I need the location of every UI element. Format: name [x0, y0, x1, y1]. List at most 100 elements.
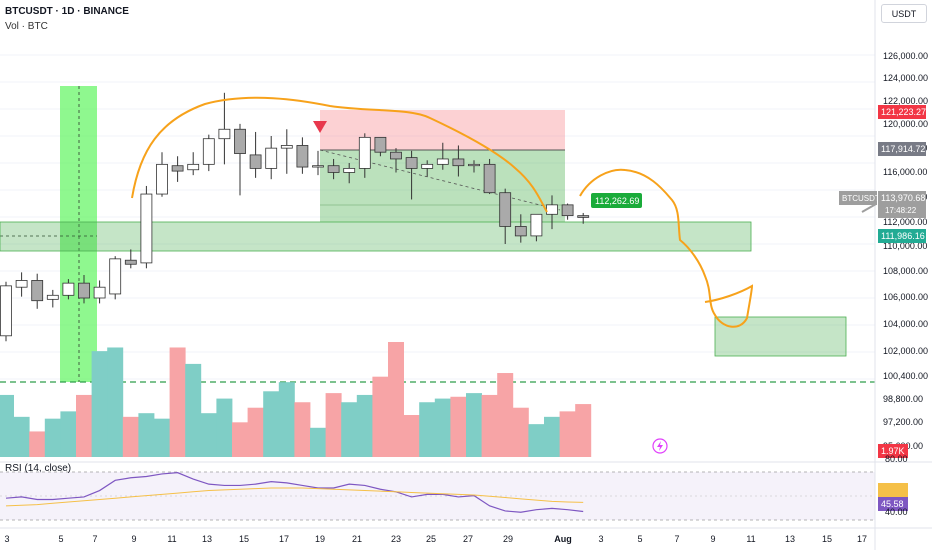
volume-bar — [450, 396, 467, 457]
time-tick: 13 — [785, 534, 795, 544]
candle[interactable] — [218, 128, 231, 140]
volume-bar — [169, 347, 186, 457]
volume-bar — [325, 393, 342, 457]
rsi-value-badge-bg — [878, 483, 908, 497]
currency-button[interactable]: USDT — [881, 4, 927, 23]
candle[interactable] — [249, 154, 262, 169]
volume-bar — [466, 393, 482, 457]
volume-bar — [512, 407, 529, 457]
candle[interactable] — [514, 226, 527, 237]
volume-bar — [356, 394, 373, 457]
volume-bar — [388, 342, 404, 457]
candle[interactable] — [31, 280, 44, 302]
lightning-bolt — [657, 441, 663, 451]
time-tick: 9 — [131, 534, 136, 544]
support-zone[interactable] — [0, 221, 752, 252]
candle[interactable] — [561, 204, 574, 217]
symbol-title[interactable]: BTCUSDT · 1D · BINANCE — [5, 6, 129, 17]
candle[interactable] — [15, 280, 28, 288]
symbol-badge-bg — [839, 191, 877, 205]
time-tick: 23 — [391, 534, 401, 544]
candle[interactable] — [46, 294, 59, 300]
time-tick: 27 — [463, 534, 473, 544]
candle[interactable] — [546, 204, 558, 215]
entry-price-badge: 117,914.72 — [881, 144, 925, 154]
arc-drawing — [131, 96, 548, 213]
candle[interactable] — [296, 145, 309, 168]
sell-arrow-icon — [313, 121, 327, 133]
price-tick: 126,000.00 — [883, 51, 928, 61]
highlight-column — [60, 86, 97, 382]
volume-bar — [154, 418, 170, 457]
time-tick: 17 — [857, 534, 867, 544]
target-zone[interactable] — [714, 316, 847, 357]
candle[interactable] — [202, 138, 215, 165]
candle[interactable] — [499, 192, 512, 227]
rsi-ma-badge: 45.58 — [881, 499, 904, 509]
candle[interactable] — [436, 158, 449, 165]
candle[interactable] — [577, 215, 590, 218]
time-tick: 3 — [4, 534, 9, 544]
time-tick: 5 — [58, 534, 63, 544]
candle-price-label-bg — [591, 193, 642, 208]
candle[interactable] — [358, 136, 371, 169]
price-tick: 97,200.00 — [883, 417, 923, 427]
candle[interactable] — [234, 128, 246, 154]
candle[interactable] — [530, 213, 543, 237]
candle[interactable] — [156, 163, 168, 195]
candle-price-label: 112,262.69 — [595, 196, 639, 206]
time-tick: 9 — [710, 534, 715, 544]
time-tick: 3 — [598, 534, 603, 544]
volume-bar — [44, 418, 61, 457]
candle[interactable] — [171, 165, 184, 172]
stop-price-badge: 111,986.16 — [881, 231, 925, 241]
candle[interactable] — [421, 163, 434, 169]
candle[interactable] — [374, 136, 387, 153]
candle[interactable] — [93, 286, 106, 299]
volume-bar — [232, 422, 248, 457]
price-tick: 98,800.00 — [883, 394, 923, 404]
candle[interactable] — [312, 165, 324, 168]
candle[interactable] — [78, 282, 90, 299]
volume-badge: 1.97K — [881, 446, 905, 456]
candle[interactable] — [327, 165, 340, 173]
candle[interactable] — [390, 151, 402, 160]
price-tick: 108,000.00 — [883, 266, 928, 276]
volume-bar — [107, 347, 124, 457]
time-tick: 11 — [746, 534, 755, 544]
candle[interactable] — [343, 167, 356, 173]
volume-legend: Vol · BTC — [5, 21, 48, 32]
volume-bars — [0, 342, 592, 457]
candle[interactable] — [280, 145, 293, 149]
last-price-badge: 113,970.68 — [881, 193, 925, 203]
target-price-badge: 121,223.27 — [881, 107, 926, 117]
volume-bar — [403, 415, 420, 457]
candle[interactable] — [452, 158, 465, 167]
candle[interactable] — [109, 258, 122, 295]
time-tick: Aug — [554, 534, 572, 544]
candle[interactable] — [468, 163, 480, 167]
price-tick: 100,400.00 — [883, 371, 928, 381]
time-tick: 13 — [202, 534, 212, 544]
rsi-line — [5, 472, 584, 513]
time-axis: 3 5 7 9 11 13 15 17 19 21 23 25 27 29 Aug 3 5 7 9 11 13 15 17 — [4, 534, 867, 544]
path-drawing — [579, 168, 754, 328]
candle[interactable] — [483, 163, 496, 194]
volume-bar — [122, 416, 139, 457]
rsi-legend: RSI (14, close) — [5, 463, 72, 474]
candle[interactable] — [187, 163, 200, 171]
candle[interactable] — [265, 147, 278, 169]
candle[interactable] — [405, 157, 418, 169]
time-tick: 19 — [315, 534, 325, 544]
volume-bar — [200, 413, 217, 457]
time-tick: 25 — [426, 534, 436, 544]
candle[interactable] — [124, 259, 137, 265]
candle[interactable] — [0, 285, 12, 337]
stop-price-badge-bg — [878, 229, 926, 243]
price-tick: 122,000.00 — [883, 96, 928, 106]
price-tick: 116,000.00 — [883, 167, 927, 177]
candle[interactable] — [140, 193, 153, 264]
projection-line — [319, 149, 561, 211]
candle[interactable] — [62, 282, 75, 296]
